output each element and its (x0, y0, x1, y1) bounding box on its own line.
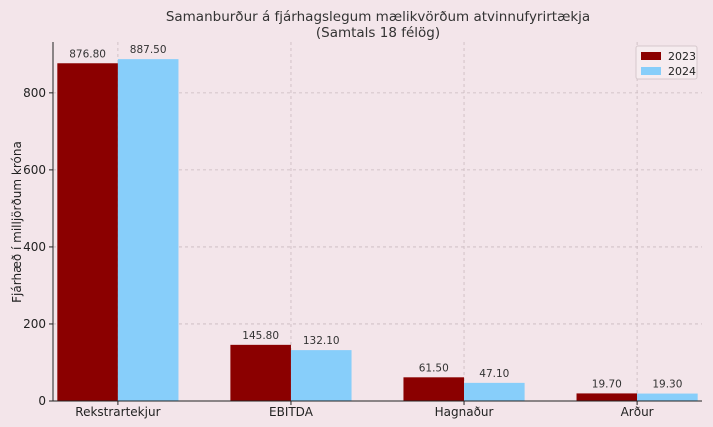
bar-2024-2 (464, 382, 525, 401)
chart-subtitle: (Samtals 18 félög) (316, 25, 440, 41)
bar-2024-1 (290, 350, 352, 401)
data-label-2023-3: 19.70 (592, 378, 622, 390)
y-axis-label: Fjárhæð í milljörðum króna (10, 141, 24, 303)
bar-2023-2 (403, 377, 465, 401)
data-label-2024-2: 47.10 (479, 368, 509, 380)
bar-2024-3 (637, 393, 698, 401)
legend: 2023 2024 (635, 45, 698, 80)
data-label-2023-2: 61.50 (419, 362, 449, 374)
axes: 0 200 400 600 800 Rekstrartekjur EBITDA Hagnaðu… (23, 42, 702, 419)
y-tick-label: 600 (23, 163, 46, 177)
bar-2024-0 (117, 59, 179, 402)
data-label-2024-3: 19.30 (652, 379, 682, 391)
bars (57, 59, 698, 402)
data-labels: 876.80 145.80 61.50 19.70 887.50 132.10 47.10 1… (69, 44, 682, 390)
data-label-2023-0: 876.80 (69, 48, 106, 60)
chart-title: Samanburður á fjárhagslegum mælikvörðum … (166, 9, 590, 25)
bar-2023-0 (57, 63, 118, 401)
x-tick-label: Rekstrartekjur (75, 405, 160, 419)
y-tick-label: 200 (23, 317, 46, 331)
y-tick-label: 800 (23, 86, 46, 100)
data-label-2024-1: 132.10 (303, 335, 340, 347)
x-tick-label: EBITDA (269, 405, 314, 419)
legend-swatch-2024 (641, 67, 661, 75)
y-tick-label: 400 (23, 240, 46, 254)
bar-2023-1 (230, 344, 291, 401)
x-tick-label: Hagnaður (435, 405, 494, 419)
data-label-2024-0: 887.50 (130, 44, 167, 56)
legend-label-2023: 2023 (668, 50, 696, 63)
bar-2023-3 (576, 393, 638, 401)
x-tick-label: Arður (621, 405, 654, 419)
legend-label-2024: 2024 (668, 65, 696, 78)
y-tick-label: 0 (38, 394, 46, 408)
legend-swatch-2023 (641, 52, 661, 60)
data-label-2023-1: 145.80 (242, 330, 279, 342)
